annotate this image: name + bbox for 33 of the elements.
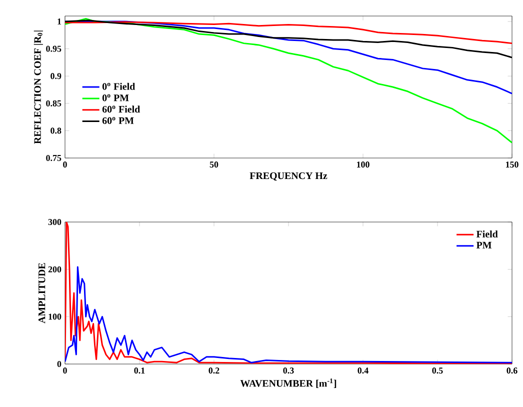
y-tick-label: 0.8: [50, 128, 62, 134]
x-axis-title: WAVENUMBER [m$^{-1}$]: [240, 378, 336, 388]
y-tick-label: 300: [48, 218, 62, 226]
y-tick-label: 1: [58, 18, 62, 24]
legend-label: 60$^{o}$ PM: [102, 117, 134, 124]
legend-label: 0$^{o}$ Field: [102, 82, 136, 90]
x-tick-label: 0.4: [358, 368, 368, 374]
x-tick-label: 0.3: [283, 368, 294, 374]
x-axis-title: FREQUENCY Hz: [250, 172, 328, 181]
x-tick-label: 50: [210, 162, 218, 168]
y-tick-label: 100: [48, 314, 62, 320]
y-tick-label: 0.75: [46, 154, 62, 162]
x-tick-label: 0.5: [432, 368, 443, 374]
y-axis-title: REFLECTION COEF |R$_{0}$|: [34, 30, 43, 144]
line-series: [65, 21, 512, 44]
line-series: [65, 18, 512, 144]
x-tick-label: 0.2: [208, 368, 220, 374]
x-tick-label: 0: [63, 162, 67, 168]
x-tick-label: 0.6: [506, 368, 518, 374]
legend-label: 60$^{o}$ Field: [102, 106, 140, 113]
y-tick-label: 0.95: [46, 46, 62, 52]
legend-label: 0$^{o}$ PM: [102, 94, 129, 102]
y-tick-label: 200: [48, 266, 62, 272]
y-axis-title: AMPLITUDE: [38, 263, 46, 324]
x-tick-label: 150: [506, 162, 518, 168]
x-tick-label: 0.1: [134, 368, 145, 374]
y-tick-label: 0.9: [50, 73, 62, 80]
y-tick-label: 0.85: [46, 100, 62, 106]
legend-label: Field: [476, 230, 498, 238]
x-tick-label: 0: [63, 368, 67, 374]
x-tick-label: 100: [357, 162, 370, 168]
legend-label: PM: [476, 242, 492, 248]
y-tick-label: 0: [57, 360, 62, 368]
